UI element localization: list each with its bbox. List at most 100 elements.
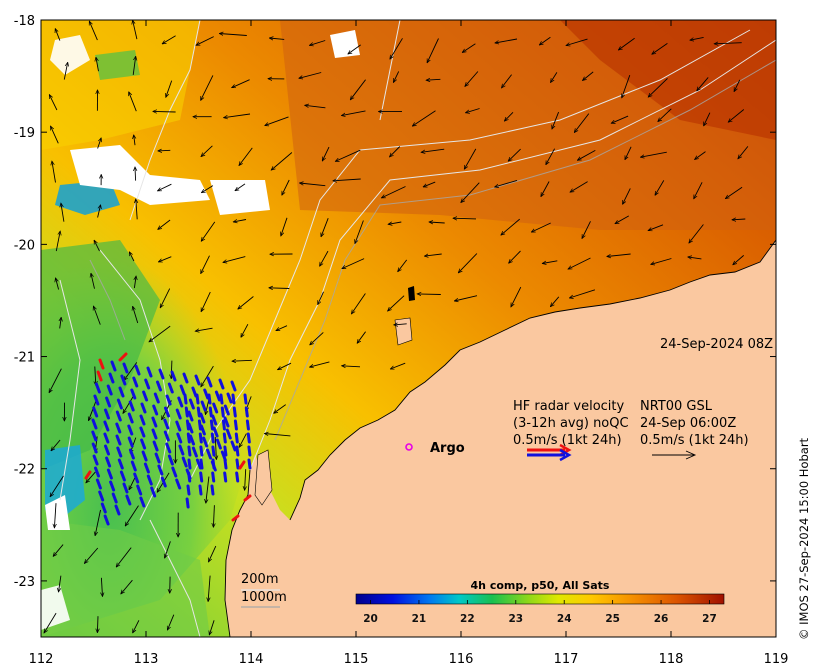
model-arrow [421,148,445,152]
model-arrow [310,361,330,367]
model-arrow [551,72,558,82]
radar-vector [167,454,174,466]
model-arrow [465,71,479,87]
radar-vector [140,438,147,450]
model-arrow [611,115,629,123]
model-arrow [245,469,246,490]
model-arrow [93,240,100,252]
radar-vector [127,424,134,436]
model-arrow [206,476,210,504]
model-arrow [213,505,214,527]
model-arrow [417,294,441,295]
model-arrow [390,38,403,59]
model-arrow [454,295,478,301]
model-arrow [541,181,550,197]
model-arrow [509,250,521,263]
model-arrow [91,273,95,289]
model-arrow [200,75,214,100]
radar-vector [199,458,204,470]
model-arrow [390,146,401,157]
model-arrow [412,110,436,126]
model-arrow [133,306,139,324]
model-arrow [238,296,254,310]
model-arrow [733,79,741,92]
radar-vector [132,376,139,388]
radar-vector [246,432,251,444]
model-arrow [53,544,64,557]
model-arrow [351,293,366,314]
model-arrow [622,188,631,204]
radar-vector [209,419,214,431]
radar-vector [84,470,92,480]
radar-vector [128,400,135,412]
radar-vector [115,422,122,434]
radar-vector [189,434,195,446]
radar-vector [200,400,207,412]
radar-vector [187,422,194,434]
model-arrow [703,112,711,126]
radar-vector [223,404,230,416]
model-arrow [357,331,366,344]
colorbar-tick-label: 21 [412,613,427,625]
model-arrow [158,256,172,262]
model-arrow [581,221,591,238]
legend-radar-arrow [527,443,572,462]
radar-vector [186,484,191,496]
lon-tick-label: 112 [29,652,54,667]
radar-vector [103,514,110,526]
radar-vector [178,444,185,456]
legend-model-title: NRT00 GSL [640,399,713,414]
lon-tick-label: 118 [659,652,684,667]
model-arrow [388,295,405,311]
radar-vector [171,466,178,478]
model-arrow [51,439,61,451]
model-arrow [239,147,253,166]
radar-vector [164,406,170,418]
radar-vector [231,393,236,405]
model-arrow [570,181,588,193]
model-arrow [97,616,98,633]
radar-vector [191,446,198,458]
radar-vector [151,416,158,428]
model-arrow [281,179,290,195]
isobath-200m-label: 200m [241,572,278,587]
radar-vector [139,414,146,426]
model-arrow [276,325,288,332]
radar-vector [120,374,127,386]
model-arrow [398,259,408,272]
radar-vector [187,458,192,470]
model-arrow [97,205,101,218]
radar-vector [92,454,99,466]
radar-vector [219,393,224,405]
credit-label: © IMOS 27-Sep-2024 15:00 Hobart [797,437,811,640]
radar-vector [195,393,200,405]
radar-vector [116,398,123,410]
radar-vector [177,396,184,408]
legend-model-arrow [652,450,697,460]
radar-vector [141,450,148,462]
model-arrow [149,325,171,342]
radar-vector [143,462,150,474]
radar-vector [110,360,117,372]
model-arrow [200,255,210,274]
model-arrow [133,20,138,40]
radar-vector [170,370,177,382]
model-arrow [690,36,704,40]
radar-vector [211,414,218,426]
radar-vector [235,445,240,457]
radar-vector [182,372,189,384]
radar-vector [179,384,186,396]
radar-vector [92,406,99,418]
radar-vector [146,366,153,378]
radar-vector [118,352,128,362]
colorbar-tick-label: 22 [460,613,475,625]
model-arrow [466,108,480,113]
radar-vector [223,445,228,457]
model-arrow [209,620,215,635]
model-arrow [550,296,560,307]
radar-vector [116,446,123,458]
timestamp-label: 24-Sep-2024 08Z [660,337,773,352]
radar-vector [165,394,172,406]
model-arrow [502,74,512,88]
model-arrow [733,255,744,264]
